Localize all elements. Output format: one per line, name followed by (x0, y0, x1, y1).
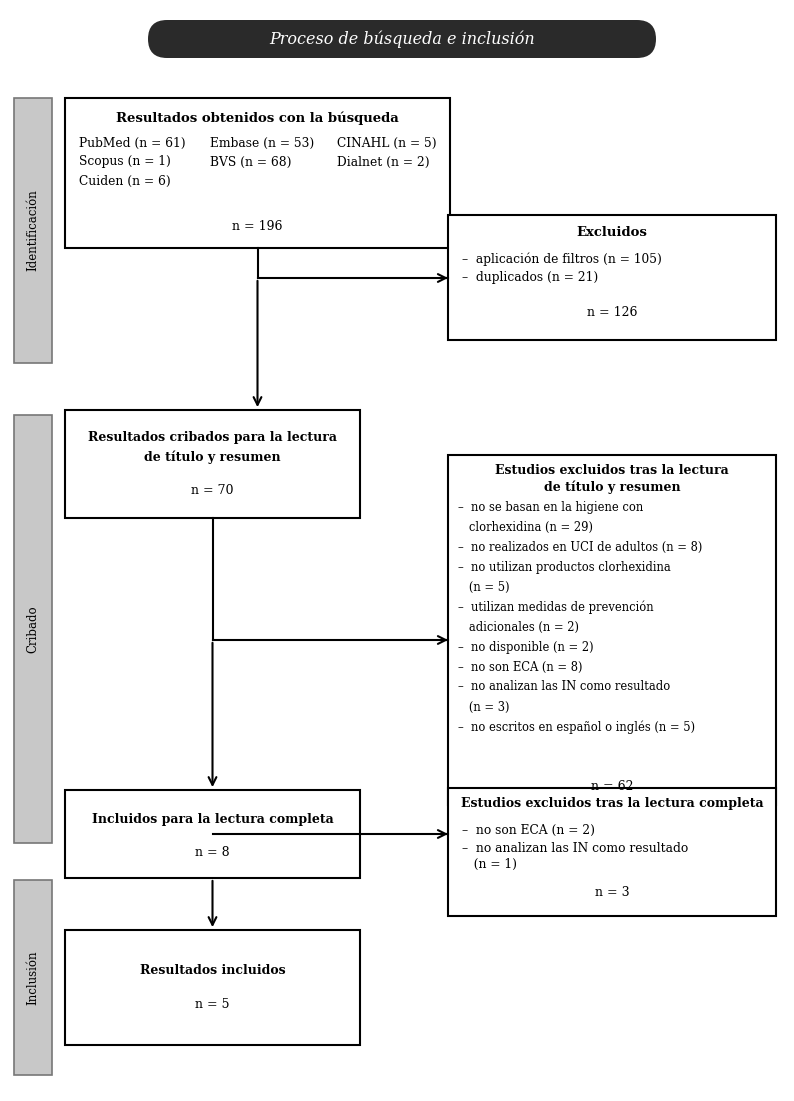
Text: CINAHL (n = 5): CINAHL (n = 5) (337, 137, 437, 150)
Text: –  utilizan medidas de prevención: – utilizan medidas de prevención (458, 600, 653, 613)
Text: de título y resumen: de título y resumen (544, 480, 680, 493)
Text: Embase (n = 53): Embase (n = 53) (210, 137, 314, 150)
Bar (65, 930, 360, 1045)
Text: (n = 1): (n = 1) (462, 858, 517, 871)
Text: Cuiden (n = 6): Cuiden (n = 6) (79, 174, 171, 187)
Text: (n = 5): (n = 5) (458, 580, 510, 593)
Text: Inclusión: Inclusión (26, 950, 40, 1005)
Text: n = 3: n = 3 (595, 886, 630, 900)
Text: n = 70: n = 70 (191, 483, 233, 497)
Text: n = 62: n = 62 (591, 781, 634, 794)
Text: n = 126: n = 126 (587, 306, 638, 319)
Text: Cribado: Cribado (26, 606, 40, 653)
Text: Resultados cribados para la lectura: Resultados cribados para la lectura (88, 432, 337, 445)
Text: Scopus (n = 1): Scopus (n = 1) (79, 155, 171, 168)
Text: –  no utilizan productos clorhexidina: – no utilizan productos clorhexidina (458, 560, 671, 574)
Text: –  no analizan las IN como resultado: – no analizan las IN como resultado (462, 841, 688, 854)
Text: –  no son ECA (n = 8): – no son ECA (n = 8) (458, 661, 583, 674)
Text: Estudios excluidos tras la lectura completa: Estudios excluidos tras la lectura compl… (461, 797, 763, 810)
Bar (448, 788, 776, 916)
Text: n = 8: n = 8 (195, 846, 229, 859)
Text: (n = 3): (n = 3) (458, 700, 510, 713)
Text: –  aplicación de filtros (n = 105): – aplicación de filtros (n = 105) (462, 252, 662, 265)
Text: Identificación: Identificación (26, 189, 40, 271)
Text: BVS (n = 68): BVS (n = 68) (210, 155, 291, 168)
Text: –  no realizados en UCI de adultos (n = 8): – no realizados en UCI de adultos (n = 8… (458, 541, 703, 554)
Text: Resultados obtenidos con la búsqueda: Resultados obtenidos con la búsqueda (116, 111, 399, 124)
Bar (448, 455, 776, 805)
Text: –  no escritos en español o inglés (n = 5): – no escritos en español o inglés (n = 5… (458, 720, 695, 733)
Text: –  no analizan las IN como resultado: – no analizan las IN como resultado (458, 680, 670, 694)
Bar (65, 98, 450, 248)
Text: –  no son ECA (n = 2): – no son ECA (n = 2) (462, 824, 595, 837)
Bar (14, 880, 52, 1075)
Text: –  duplicados (n = 21): – duplicados (n = 21) (462, 272, 598, 284)
Bar (14, 98, 52, 363)
Bar (448, 215, 776, 340)
Text: Excluidos: Excluidos (576, 227, 647, 240)
Bar (65, 791, 360, 877)
Text: Dialnet (n = 2): Dialnet (n = 2) (337, 155, 430, 168)
Text: clorhexidina (n = 29): clorhexidina (n = 29) (458, 521, 593, 534)
Text: de título y resumen: de título y resumen (145, 450, 281, 464)
Text: –  no disponible (n = 2): – no disponible (n = 2) (458, 641, 594, 654)
Text: Resultados incluidos: Resultados incluidos (140, 963, 285, 977)
Text: Proceso de búsqueda e inclusión: Proceso de búsqueda e inclusión (269, 30, 535, 47)
Text: PubMed (n = 61): PubMed (n = 61) (79, 137, 186, 150)
Text: Incluidos para la lectura completa: Incluidos para la lectura completa (91, 814, 333, 827)
Text: n = 5: n = 5 (195, 999, 229, 1012)
Bar (14, 415, 52, 843)
FancyBboxPatch shape (148, 20, 656, 58)
Text: adicionales (n = 2): adicionales (n = 2) (458, 621, 579, 633)
Text: –  no se basan en la higiene con: – no se basan en la higiene con (458, 501, 643, 513)
Text: n = 196: n = 196 (233, 219, 283, 232)
Bar (65, 410, 360, 517)
Text: Estudios excluidos tras la lectura: Estudios excluidos tras la lectura (495, 465, 729, 478)
